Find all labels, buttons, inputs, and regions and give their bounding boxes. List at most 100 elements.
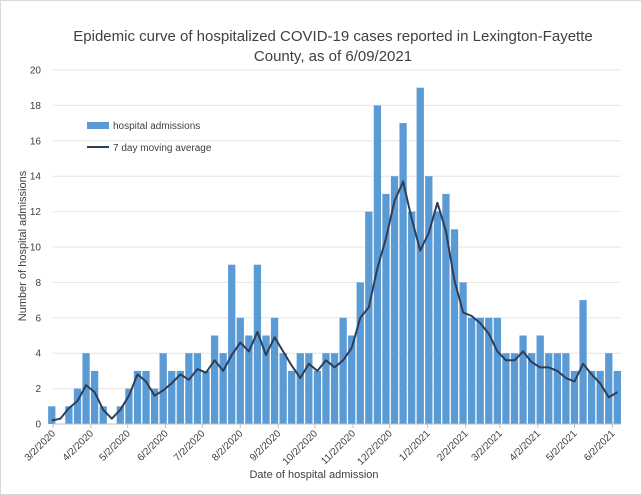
bar	[125, 388, 133, 424]
y-tick-label: 4	[35, 349, 41, 360]
bar	[339, 317, 347, 424]
bar	[382, 193, 390, 424]
x-tick-label: 2/2/2021	[435, 428, 471, 464]
bar	[527, 353, 536, 424]
bar	[485, 317, 493, 424]
x-tick-label: 6/2/2021	[582, 428, 618, 464]
bar	[202, 370, 210, 424]
y-tick-label: 0	[35, 420, 41, 431]
bar	[502, 353, 510, 424]
bar	[450, 229, 459, 424]
bar	[73, 388, 82, 424]
y-tick-label: 18	[30, 101, 42, 112]
legend-label-line: 7 day moving average	[113, 143, 212, 154]
moving-average-line	[51, 180, 618, 422]
bar	[150, 388, 159, 424]
bar	[519, 335, 527, 424]
bar	[322, 353, 330, 424]
bar	[228, 264, 236, 424]
bar	[313, 370, 322, 424]
x-tick-label: 7/2/2020	[172, 428, 208, 464]
x-tick-label: 5/2/2020	[97, 428, 133, 464]
bar	[168, 370, 176, 424]
bar	[356, 282, 364, 424]
y-tick-label: 12	[30, 207, 42, 218]
x-tick-labels: 3/2/2020 4/2/2020 5/2/2020 6/2/2020 7/2/2020…	[23, 424, 618, 468]
bar	[476, 317, 484, 424]
bar	[296, 353, 304, 424]
bar	[279, 353, 287, 424]
bar	[262, 335, 270, 424]
chart-title-line-2: County, as of 6/09/2021	[254, 48, 412, 65]
bar	[596, 370, 604, 424]
bar	[562, 353, 570, 424]
bar	[468, 317, 476, 424]
legend-swatch-bars	[87, 122, 109, 129]
bar	[245, 335, 253, 424]
legend: hospital admissions 7 day moving average	[87, 121, 212, 154]
y-axis-title: Number of hospital admissions	[17, 170, 29, 321]
bar	[365, 211, 373, 424]
bar	[536, 335, 544, 424]
bar	[399, 123, 407, 424]
bar	[210, 335, 219, 424]
y-tick-label: 6	[35, 313, 41, 324]
x-axis-title: Date of hospital admission	[249, 469, 378, 481]
y-tick-label: 8	[35, 278, 41, 289]
x-tick-label: 1/2/2021	[397, 428, 433, 464]
bar	[288, 370, 296, 424]
y-tick-label: 14	[30, 172, 42, 183]
bar	[185, 353, 193, 424]
legend-label-bars: hospital admissions	[113, 121, 200, 132]
bar	[570, 370, 579, 424]
bar	[545, 353, 553, 424]
bar	[613, 370, 621, 424]
y-tick-label: 20	[30, 66, 42, 77]
bar	[82, 353, 90, 424]
x-tick-label: 8/2/2020	[210, 428, 246, 464]
bar	[219, 353, 227, 424]
bar	[348, 335, 356, 424]
x-tick-label: 3/2/2020	[23, 428, 59, 464]
bar	[48, 406, 56, 424]
bar	[390, 176, 399, 424]
bars	[48, 87, 621, 425]
bar	[493, 317, 502, 424]
bar	[253, 264, 262, 424]
x-tick-label: 4/2/2020	[61, 428, 97, 464]
bar	[442, 193, 450, 424]
bar	[193, 353, 202, 424]
bar	[425, 176, 433, 424]
bar	[90, 370, 99, 424]
chart-title-line-1: Epidemic curve of hospitalized COVID-19 …	[73, 28, 592, 45]
bar	[433, 211, 442, 424]
x-tick-label: 9/2/2020	[248, 428, 284, 464]
gridlines	[53, 69, 621, 390]
y-tick-labels: 0 2 4 6 8 10 12 14 16 18 20	[30, 66, 42, 431]
bar	[159, 353, 167, 424]
bar	[459, 282, 467, 424]
bar	[510, 353, 519, 424]
bar	[579, 300, 587, 424]
bar	[236, 317, 244, 424]
bar	[605, 353, 613, 424]
bar	[142, 370, 150, 424]
bar	[553, 353, 561, 424]
bar	[305, 353, 313, 424]
x-tick-label: 4/2/2021	[508, 428, 544, 464]
x-tick-label: 6/2/2020	[135, 428, 171, 464]
bar	[65, 406, 73, 424]
x-tick-label: 12/2/2020	[356, 428, 396, 468]
bar	[99, 406, 107, 424]
x-tick-label: 3/2/2021	[470, 428, 506, 464]
bar	[133, 370, 142, 424]
bar	[416, 87, 424, 424]
x-tick-label: 10/2/2020	[281, 428, 321, 468]
bar	[116, 406, 124, 424]
y-tick-label: 2	[35, 384, 41, 395]
y-tick-label: 10	[30, 243, 42, 254]
x-tick-label: 11/2/2020	[319, 428, 358, 467]
bar	[587, 370, 596, 424]
